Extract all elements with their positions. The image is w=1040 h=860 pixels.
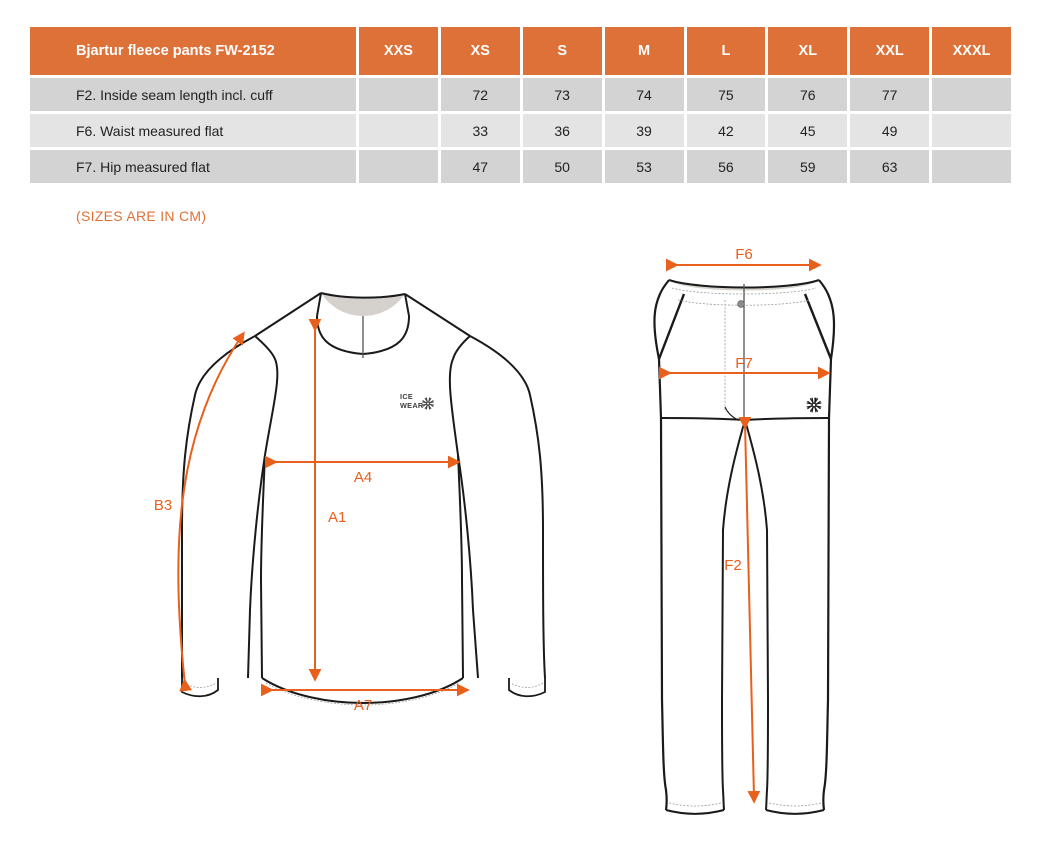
svg-text:A4: A4 [354, 469, 372, 486]
svg-text:ICE: ICE [400, 392, 413, 401]
svg-text:WEAR: WEAR [400, 401, 424, 410]
svg-text:F6: F6 [735, 246, 753, 263]
svg-text:F2: F2 [724, 557, 742, 574]
svg-text:B3: B3 [154, 497, 172, 514]
svg-text:A1: A1 [328, 509, 346, 526]
svg-text:A7: A7 [354, 697, 372, 714]
svg-text:F7: F7 [735, 355, 753, 372]
